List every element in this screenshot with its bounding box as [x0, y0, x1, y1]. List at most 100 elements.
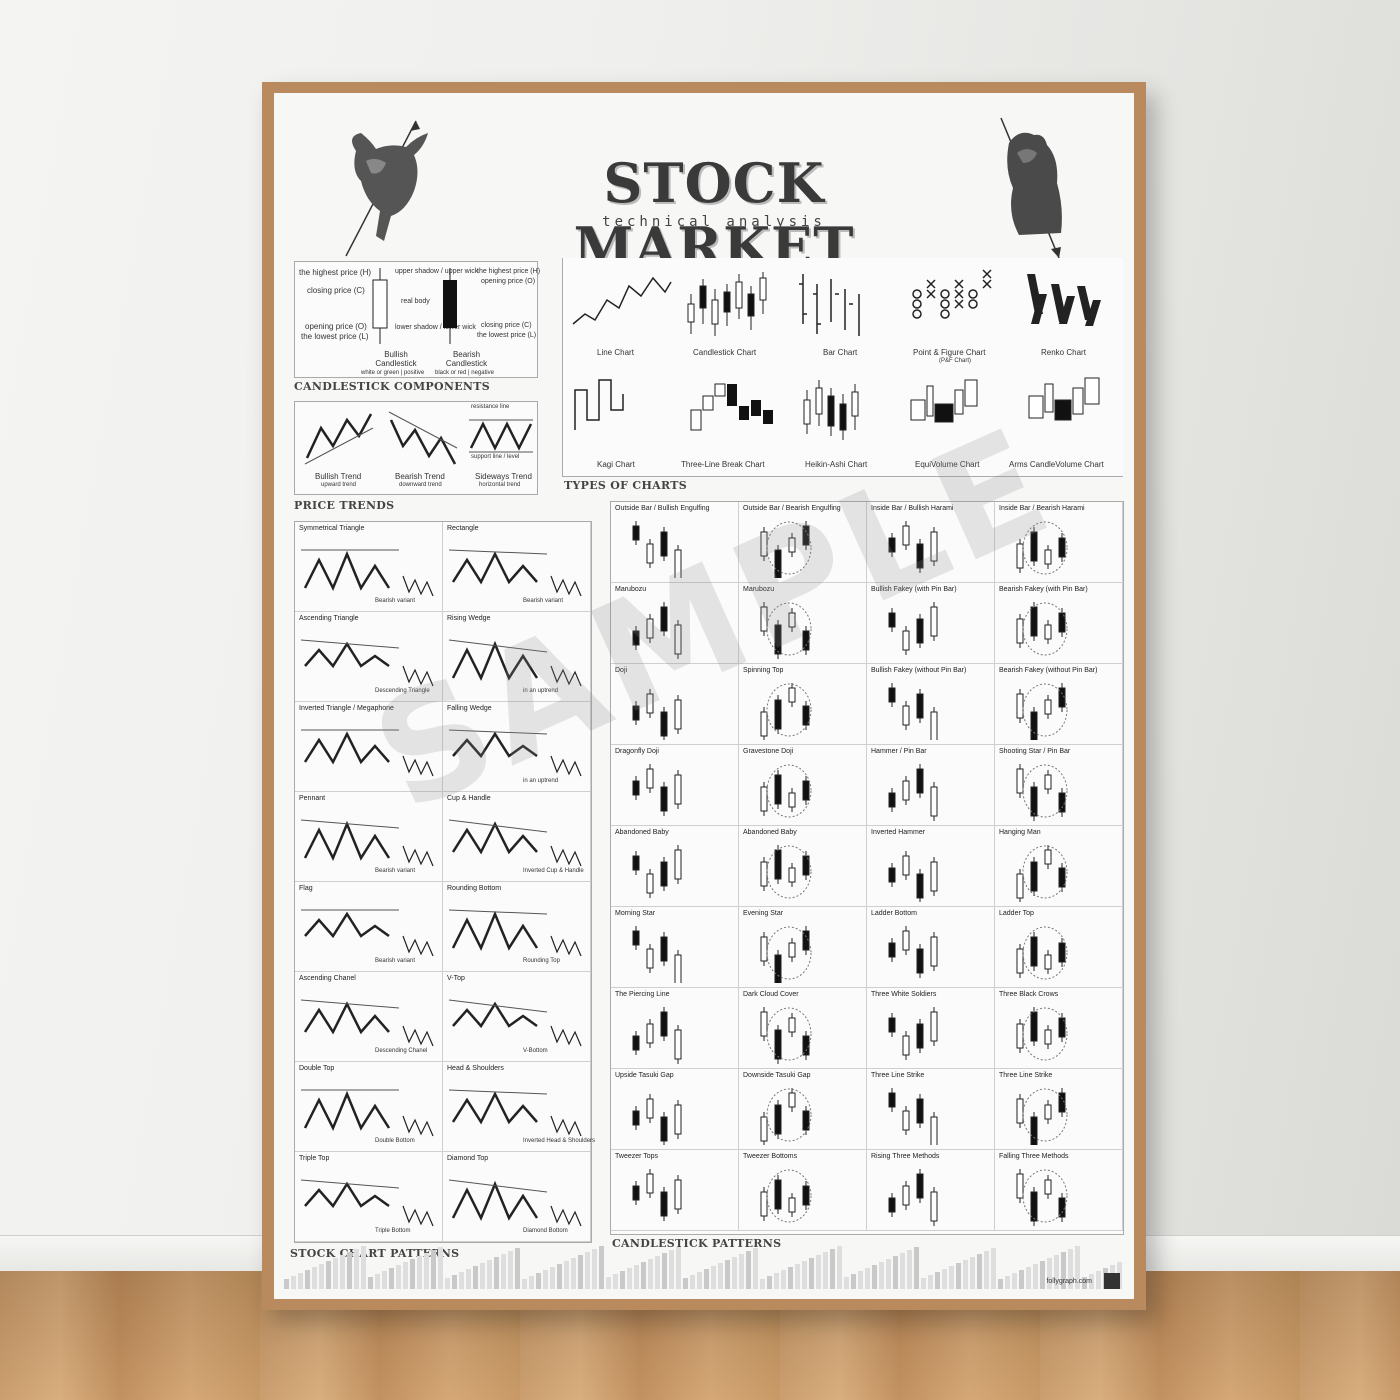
stock-pattern-name: Head & Shoulders	[447, 1065, 504, 1072]
candle-pattern-diagram	[760, 1007, 812, 1064]
candle-pattern-diagram	[1016, 764, 1068, 821]
resistance-line-label: resistance line	[471, 404, 510, 410]
candle-pattern-cell: Bullish Fakey (without Pin Bar)	[867, 664, 995, 745]
price-trends-box: resistance line support line / level Bul…	[294, 401, 538, 495]
candle-pattern-diagram	[760, 1169, 812, 1223]
candle-pattern-cell: Outside Bar / Bullish Engulfing	[611, 502, 739, 583]
stock-pattern-cell: V-Top V-Bottom	[443, 972, 591, 1062]
stock-pattern-diagram	[300, 819, 434, 867]
stock-pattern-name: Falling Wedge	[447, 705, 492, 712]
candle-pattern-name: Bearish Fakey (without Pin Bar)	[999, 667, 1098, 674]
line-chart-label: Line Chart	[597, 348, 634, 357]
candle-pattern-name: Gravestone Doji	[743, 748, 794, 755]
candle-pattern-diagram	[632, 1007, 682, 1064]
candle-pattern-cell: Three Line Strike	[867, 1069, 995, 1150]
candle-pattern-name: Morning Star	[615, 910, 656, 917]
stock-pattern-variant: Triple Bottom	[375, 1228, 411, 1234]
poster: STOCK MARKET technical analysis the high…	[274, 93, 1134, 1299]
stock-pattern-cell: Cup & Handle Inverted Cup & Handle	[443, 792, 591, 882]
chart-types-row2-diagrams	[574, 377, 1100, 440]
chart-types-row1-diagrams	[572, 269, 1101, 336]
kagi-chart-label: Kagi Chart	[597, 460, 635, 469]
candle-pattern-cell: Bearish Fakey (without Pin Bar)	[995, 664, 1123, 745]
stock-pattern-diagram	[301, 729, 434, 777]
candle-pattern-cell: Marubozu	[611, 583, 739, 664]
candle-pattern-diagram	[888, 851, 938, 902]
candle-pattern-cell: Hammer / Pin Bar	[867, 745, 995, 826]
candle-pattern-name: Falling Three Methods	[999, 1153, 1069, 1160]
candle-pattern-name: Ladder Bottom	[871, 910, 917, 917]
candle-pattern-diagram	[760, 1088, 812, 1145]
candle-pattern-cell: Falling Three Methods	[995, 1150, 1123, 1231]
stock-pattern-diagram	[448, 1089, 582, 1137]
stock-chart-patterns-grid: Symmetrical Triangle Bearish variant Recta…	[294, 521, 595, 1243]
pf-chart-note: (P&F Chart)	[939, 358, 972, 364]
label-low-left: the lowest price (L)	[301, 332, 369, 341]
candle-pattern-diagram	[888, 1169, 938, 1226]
candle-pattern-cell: Shooting Star / Pin Bar	[995, 745, 1123, 826]
label-upper-shadow: upper shadow / upper wick	[395, 268, 479, 275]
stock-pattern-cell: Triple Top Triple Bottom	[295, 1152, 443, 1242]
stock-pattern-variant: Double Bottom	[375, 1138, 415, 1144]
stock-pattern-name: Triple Top	[299, 1155, 330, 1162]
candle-pattern-diagram	[1016, 602, 1068, 656]
skyline-decoration	[284, 1246, 1122, 1289]
stock-pattern-diagram	[301, 549, 434, 597]
stock-pattern-name: Pennant	[299, 795, 326, 802]
stock-pattern-variant: Inverted Cup & Handle	[523, 868, 584, 874]
label-high-right: the highest price (H)	[477, 268, 541, 275]
types-of-charts-title: TYPES OF CHARTS	[564, 479, 687, 492]
candle-pattern-name: Outside Bar / Bearish Engulfing	[743, 505, 841, 512]
candle-pattern-name: Rising Three Methods	[871, 1153, 940, 1160]
candle-pattern-name: Bullish Fakey (with Pin Bar)	[871, 586, 957, 593]
support-line-label: support line / level	[471, 454, 520, 460]
candle-pattern-cell: Downside Tasuki Gap	[739, 1069, 867, 1150]
label-high-left: the highest price (H)	[299, 268, 372, 277]
candle-pattern-diagram	[632, 689, 682, 740]
stock-pattern-diagram	[300, 999, 434, 1047]
sideways-trend-note: horizontal trend	[479, 482, 521, 488]
candle-diagrams	[372, 268, 457, 344]
stock-pattern-name: V-Top	[447, 975, 465, 982]
stock-pattern-cell: Flag Bearish variant	[295, 882, 443, 972]
candle-pattern-name: Evening Star	[743, 910, 784, 917]
candle-pattern-name: Ladder Top	[999, 910, 1034, 917]
candle-pattern-diagram	[888, 926, 938, 978]
candle-pattern-name: Tweezer Bottoms	[743, 1153, 798, 1160]
stock-pattern-variant: V-Bottom	[523, 1048, 548, 1054]
bull-icon	[345, 120, 428, 257]
candle-pattern-diagram	[760, 521, 812, 578]
candle-pattern-cell: Inside Bar / Bearish Harami	[995, 502, 1123, 583]
arms-candlevolume-label: Arms CandleVolume Chart	[1009, 460, 1104, 469]
candle-pattern-name: Hanging Man	[999, 829, 1041, 836]
label-lower-shadow: lower shadow / lower wick	[395, 324, 476, 331]
candle-pattern-cell: Upside Tasuki Gap	[611, 1069, 739, 1150]
candle-pattern-name: Inside Bar / Bullish Harami	[871, 505, 954, 512]
candle-pattern-name: Abandoned Baby	[615, 829, 669, 836]
candle-pattern-cell: Abandoned Baby	[739, 826, 867, 907]
candle-pattern-name: Abandoned Baby	[743, 829, 797, 836]
stock-pattern-name: Rounding Bottom	[447, 885, 502, 892]
stock-pattern-cell: Head & Shoulders Inverted Head & Shoulder…	[443, 1062, 595, 1152]
stock-pattern-diagram	[300, 639, 434, 687]
candlestick-components-box: the highest price (H) closing price (C) …	[294, 261, 541, 378]
candle-pattern-diagram	[632, 602, 682, 659]
label-real-body: real body	[401, 298, 430, 305]
candle-pattern-cell: Evening Star	[739, 907, 867, 988]
stock-pattern-diagram	[448, 1179, 582, 1227]
stock-pattern-variant: in an uptrend	[523, 688, 559, 694]
candle-pattern-name: Dark Cloud Cover	[743, 991, 799, 998]
stock-pattern-variant: Bearish variant	[375, 598, 416, 604]
stock-pattern-name: Rectangle	[447, 525, 479, 532]
stock-pattern-variant: Diamond Bottom	[523, 1228, 568, 1234]
bullish-trend-note: upward trend	[321, 482, 357, 488]
candle-pattern-name: Upside Tasuki Gap	[615, 1072, 674, 1079]
stock-pattern-variant: Rounding Top	[523, 958, 560, 964]
candle-pattern-cell: Rising Three Methods	[867, 1150, 995, 1231]
candle-pattern-cell: Tweezer Bottoms	[739, 1150, 867, 1231]
candle-pattern-cell: The Piercing Line	[611, 988, 739, 1069]
bullish-candlestick-label: Bullish Candlestick	[375, 350, 417, 368]
candle-pattern-name: Doji	[615, 667, 628, 674]
stock-pattern-diagram	[448, 639, 582, 687]
stock-pattern-variant: Bearish variant	[375, 958, 416, 964]
